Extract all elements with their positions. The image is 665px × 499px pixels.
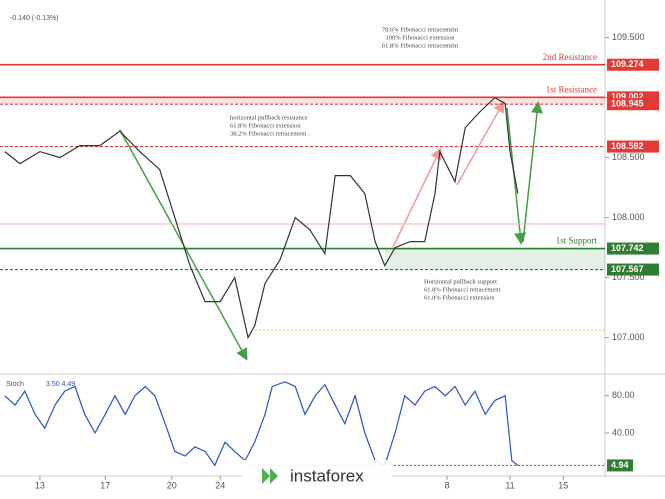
watermark: instaforex — [242, 460, 392, 490]
level-label: 108.592 — [611, 141, 644, 151]
annotation: horizontal pullback resistance — [230, 114, 308, 121]
zone — [0, 97, 605, 105]
y-tick-label: 108.000 — [612, 212, 645, 222]
x-tick-label: 20 — [167, 480, 177, 490]
x-tick-label: 15 — [558, 480, 568, 490]
watermark-text: instaforex — [290, 466, 364, 485]
trend-arrow — [456, 100, 505, 186]
y-tick-label: 109.500 — [612, 32, 645, 42]
level-name: 2nd Resistance — [543, 52, 597, 62]
annotation: 61.8% Fibonacci extension — [230, 122, 301, 129]
annotation: Horizontal pullback support — [424, 278, 497, 285]
header: -0.140 (-0.13%) — [10, 15, 59, 22]
level-label: 109.002 — [611, 92, 644, 102]
level-label: 108.945 — [611, 99, 644, 109]
x-tick-label: 24 — [215, 480, 225, 490]
panel-subtitle: 3.50 4.49 — [46, 381, 75, 388]
level-box — [607, 58, 659, 71]
y-tick-label: 107.500 — [612, 272, 645, 282]
level-label: 109.274 — [611, 59, 644, 69]
trend-arrow — [522, 101, 543, 243]
annotation: 78.6% Fibonacci retracement — [382, 26, 459, 33]
level-label: 107.567 — [611, 264, 644, 274]
annotation: 61.8% Fibonacci extension — [424, 294, 495, 301]
x-tick-label: 8 — [445, 480, 450, 490]
level-box — [607, 459, 633, 472]
level-box — [607, 242, 659, 255]
logo — [262, 468, 278, 484]
level-label: 4.94 — [611, 460, 629, 470]
annotation: 61.8% Fibonacci retracement — [424, 286, 501, 293]
y-tick-label: 40.00 — [612, 427, 635, 437]
annotation: 61.8% Fibonacci retracement — [382, 42, 459, 49]
level-box — [607, 140, 659, 153]
y-tick-label: 107.000 — [612, 332, 645, 342]
price-line — [4, 96, 519, 340]
y-tick-label: 108.500 — [612, 152, 645, 162]
price-line — [4, 381, 519, 467]
level-name: 1st Resistance — [546, 84, 597, 94]
level-label: 107.742 — [611, 243, 644, 253]
trend-arrow — [392, 147, 442, 248]
level-box — [607, 263, 659, 276]
x-tick-label: 13 — [35, 480, 45, 490]
annotation: 38.2% Fibonacci retracement — [230, 130, 307, 137]
x-tick-label: 17 — [100, 480, 110, 490]
y-tick-label: 80.00 — [612, 390, 635, 400]
level-name: 1st Support — [556, 236, 598, 246]
zone — [385, 248, 605, 270]
annotation: 100% Fibonacci extension — [386, 34, 456, 41]
level-box — [607, 98, 659, 111]
panel-title: Stoch — [6, 381, 24, 388]
x-tick-label: 11 — [505, 480, 514, 490]
